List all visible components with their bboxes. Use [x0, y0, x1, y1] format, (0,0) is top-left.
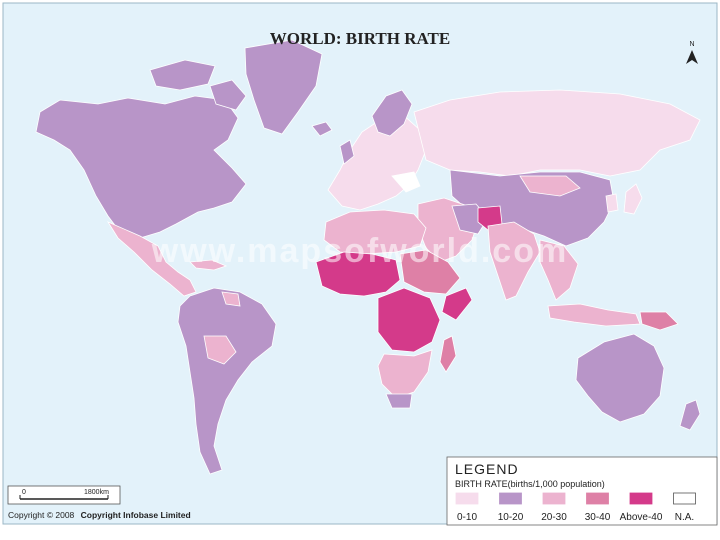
legend-label-0: 0-10 [457, 512, 477, 523]
region-southeast-asia [539, 239, 579, 301]
legend-label-2: 20-30 [541, 512, 567, 523]
region-bolivia [203, 335, 237, 365]
region-north-africa [323, 209, 427, 255]
region-india [487, 221, 541, 301]
region-canadian-islands [149, 59, 216, 91]
region-australia [575, 333, 665, 423]
legend-swatch-1 [499, 492, 522, 505]
legend-swatch-4 [629, 492, 653, 505]
region-scandinavia [371, 89, 413, 137]
region-indonesia [547, 303, 641, 327]
region-russia [413, 89, 701, 177]
legend-heading: LEGEND [455, 461, 519, 477]
region-japan [623, 183, 643, 215]
legend-label-3: 30-40 [585, 512, 611, 523]
region-southern-africa [377, 349, 433, 399]
copyright-holder: Copyright Infobase Limited [81, 510, 191, 520]
region-iceland [311, 121, 333, 137]
legend-swatch-0 [455, 492, 479, 505]
legend-swatch-5 [673, 492, 696, 505]
legend: LEGEND BIRTH RATE(births/1,000 populatio… [446, 456, 718, 526]
legend-subtitle: BIRTH RATE(births/1,000 population) [455, 479, 605, 489]
scale-end-label: 1800km [84, 489, 109, 496]
region-west-africa [315, 251, 401, 297]
copyright-text: Copyright © 2008 Copyright Infobase Limi… [8, 510, 191, 520]
region-new-guinea [639, 311, 679, 331]
region-south-america [177, 287, 277, 475]
region-madagascar [439, 335, 457, 373]
legend-items: 0-10 10-20 20-30 30-40 Above-40 N.A. [455, 492, 696, 523]
region-greenland [244, 39, 323, 135]
region-korea [605, 193, 619, 213]
region-caribbean [189, 259, 228, 271]
region-balkans-na [391, 171, 421, 193]
scale-start-label: 0 [22, 489, 26, 496]
legend-swatch-2 [542, 492, 566, 505]
legend-swatch-3 [586, 492, 609, 505]
watermark: www.mapsofworld.com [151, 232, 568, 270]
region-sudan [399, 249, 461, 295]
region-north-america [35, 95, 247, 239]
copyright-prefix: Copyright © 2008 [8, 510, 75, 520]
region-somalia [441, 287, 473, 321]
region-south-africa [385, 393, 413, 409]
region-central-africa [377, 287, 441, 353]
north-arrow-icon [686, 50, 698, 64]
region-mexico [106, 221, 197, 297]
legend-label-4: Above-40 [620, 512, 663, 523]
legend-box [446, 456, 718, 526]
map-title: WORLD: BIRTH RATE [270, 29, 450, 48]
region-uk [339, 139, 355, 165]
region-baffin [209, 79, 247, 111]
region-new-zealand [679, 399, 701, 431]
legend-label-5: N.A. [675, 512, 694, 523]
legend-label-1: 10-20 [498, 512, 524, 523]
region-guiana [221, 291, 241, 307]
scale-bar [7, 485, 121, 505]
region-mongolia [519, 175, 581, 197]
north-label: N [689, 41, 694, 48]
